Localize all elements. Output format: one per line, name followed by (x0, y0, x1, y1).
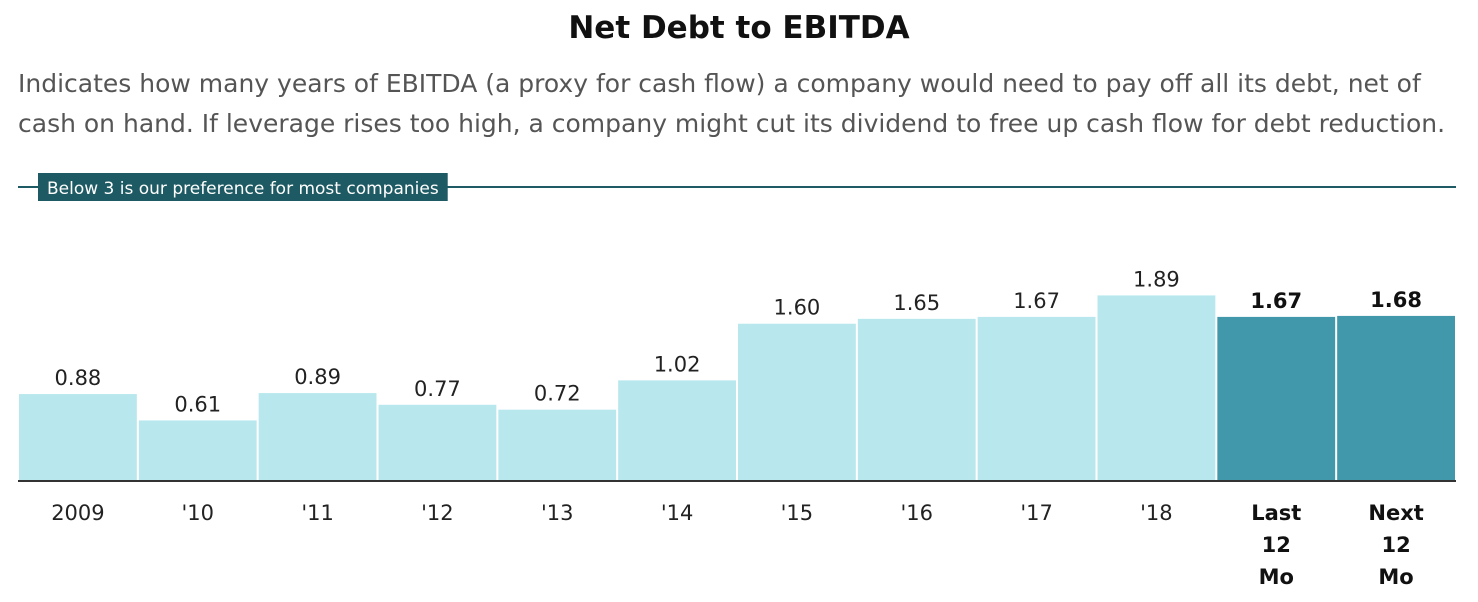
bar-3 (378, 404, 497, 480)
bar-5 (618, 380, 736, 480)
tick-label-11: Next 12 Mo (1368, 501, 1423, 589)
value-label-9: 1.89 (1133, 267, 1180, 291)
value-label-7: 1.65 (893, 291, 940, 315)
bar-9 (1097, 295, 1216, 480)
value-label-1: 0.61 (174, 392, 221, 416)
value-label-4: 0.72 (534, 382, 581, 406)
value-label-5: 1.02 (654, 352, 701, 376)
bar-10 (1217, 316, 1336, 480)
bar-8 (977, 316, 1096, 480)
value-labels-group: 0.88 0.61 0.89 0.77 0.72 1.02 1.60 1.65 1.67 1.89… (55, 267, 1422, 416)
value-label-6: 1.60 (774, 296, 821, 320)
bar-1 (138, 420, 257, 480)
tick-label-4: '13 (541, 501, 574, 525)
chart-subtitle: Indicates how many years of EBITDA (a pr… (18, 69, 1446, 138)
tick-label-10: Last 12 Mo (1251, 501, 1301, 589)
bar-0 (19, 394, 137, 480)
value-label-11: 1.68 (1370, 288, 1422, 312)
reference-annotation-label: Below 3 is our preference for most compa… (47, 179, 439, 199)
bar-7 (857, 318, 976, 480)
tick-label-5: '14 (661, 501, 694, 525)
bar-4 (498, 409, 617, 480)
reference-annotation-background (38, 173, 448, 201)
bars-group (19, 295, 1455, 480)
tick-labels-group: 2009 '10 '11 '12 '13 '14 '15 '16 '17 '18 Last 12 Mo N… (51, 501, 1424, 589)
tick-label-0: 2009 (51, 501, 104, 525)
tick-label-9: '18 (1140, 501, 1173, 525)
bar-2 (258, 393, 377, 480)
value-label-3: 0.77 (414, 377, 461, 401)
value-label-8: 1.67 (1013, 289, 1060, 313)
bar-6 (738, 323, 856, 480)
reference-line-group: Below 3 is our preference for most compa… (18, 173, 1456, 201)
tick-label-2: '11 (301, 501, 334, 525)
tick-label-7: '16 (901, 501, 934, 525)
value-label-0: 0.88 (55, 366, 102, 390)
tick-label-3: '12 (421, 501, 454, 525)
value-label-2: 0.89 (294, 365, 341, 389)
tick-label-1: '10 (182, 501, 215, 525)
chart-title: Net Debt to EBITDA (568, 10, 910, 46)
tick-label-6: '15 (781, 501, 814, 525)
value-label-10: 1.67 (1250, 289, 1302, 313)
bar-11 (1337, 315, 1455, 480)
tick-label-8: '17 (1020, 501, 1053, 525)
